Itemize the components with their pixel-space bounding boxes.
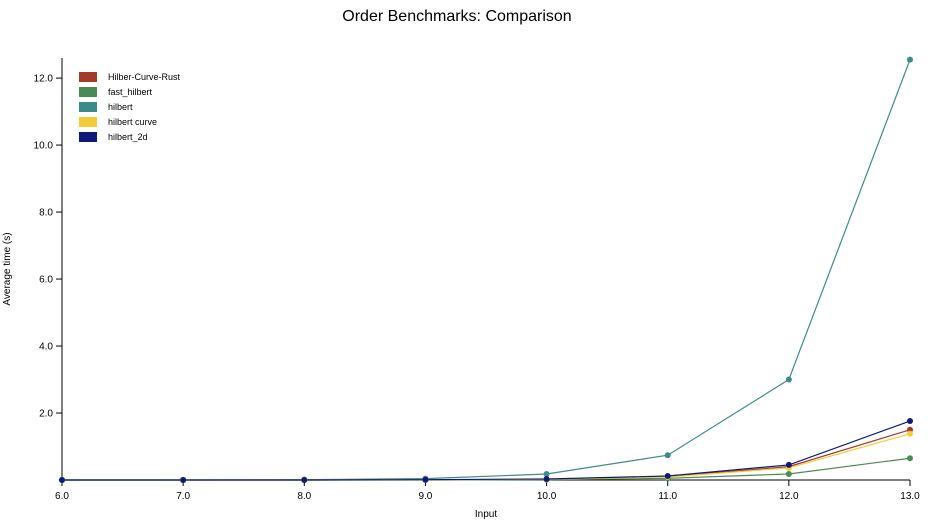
legend-swatch <box>79 132 97 142</box>
data-point <box>664 472 671 479</box>
legend-label: hilbert_2d <box>108 132 148 142</box>
data-point <box>907 430 913 437</box>
legend-label: hilbert curve <box>108 117 157 127</box>
series-line-4 <box>62 420 911 481</box>
legend-label: fast_hilbert <box>108 87 153 97</box>
legend-swatch <box>79 117 97 127</box>
x-tick-label: 10.0 <box>537 491 557 502</box>
x-tick-label: 7.0 <box>176 491 190 502</box>
data-point <box>907 455 913 462</box>
y-tick-label: 6.0 <box>39 275 53 286</box>
legend-label: hilbert <box>108 102 133 112</box>
y-axis-title: Average time (s) <box>2 232 13 305</box>
legend-swatch <box>79 102 97 112</box>
y-tick-label: 4.0 <box>39 342 53 353</box>
series-line-3 <box>62 433 911 481</box>
x-tick-label: 11.0 <box>658 491 677 502</box>
data-point <box>543 475 550 482</box>
x-tick-label: 6.0 <box>55 491 69 502</box>
axes <box>61 58 910 481</box>
y-tick-label: 12.0 <box>34 74 54 85</box>
data-point <box>785 376 792 383</box>
data-point <box>180 477 187 483</box>
data-point <box>907 56 913 63</box>
legend-swatch <box>79 87 97 97</box>
x-tick-label: 8.0 <box>297 491 311 502</box>
x-axis-ticks: 6.0 7.0 8.0 9.0 10.0 11.0 12.0 13.0 <box>55 480 920 502</box>
y-tick-label: 8.0 <box>39 208 53 219</box>
data-point <box>59 477 65 483</box>
series-line-2 <box>62 59 911 481</box>
data-point <box>301 477 308 483</box>
series-line-0 <box>62 429 911 481</box>
series-lines <box>62 59 911 481</box>
legend-label: Hilber-Curve-Rust <box>108 72 181 82</box>
data-point <box>785 461 792 468</box>
data-point <box>907 418 913 425</box>
data-point <box>422 476 429 483</box>
legend-swatch <box>79 72 97 82</box>
data-point <box>543 470 550 477</box>
series-points <box>59 56 913 483</box>
x-tick-label: 13.0 <box>900 491 920 502</box>
data-point <box>785 470 792 477</box>
x-tick-label: 12.0 <box>779 491 799 502</box>
y-tick-label: 10.0 <box>34 141 54 152</box>
data-point <box>664 452 671 459</box>
y-tick-label: 2.0 <box>39 409 53 420</box>
x-tick-label: 9.0 <box>418 491 432 502</box>
x-axis-title: Input <box>475 509 497 520</box>
chart-title: Order Benchmarks: Comparison <box>342 8 572 25</box>
y-axis-ticks: 2.0 4.0 6.0 8.0 10.0 12.0 <box>34 74 62 420</box>
